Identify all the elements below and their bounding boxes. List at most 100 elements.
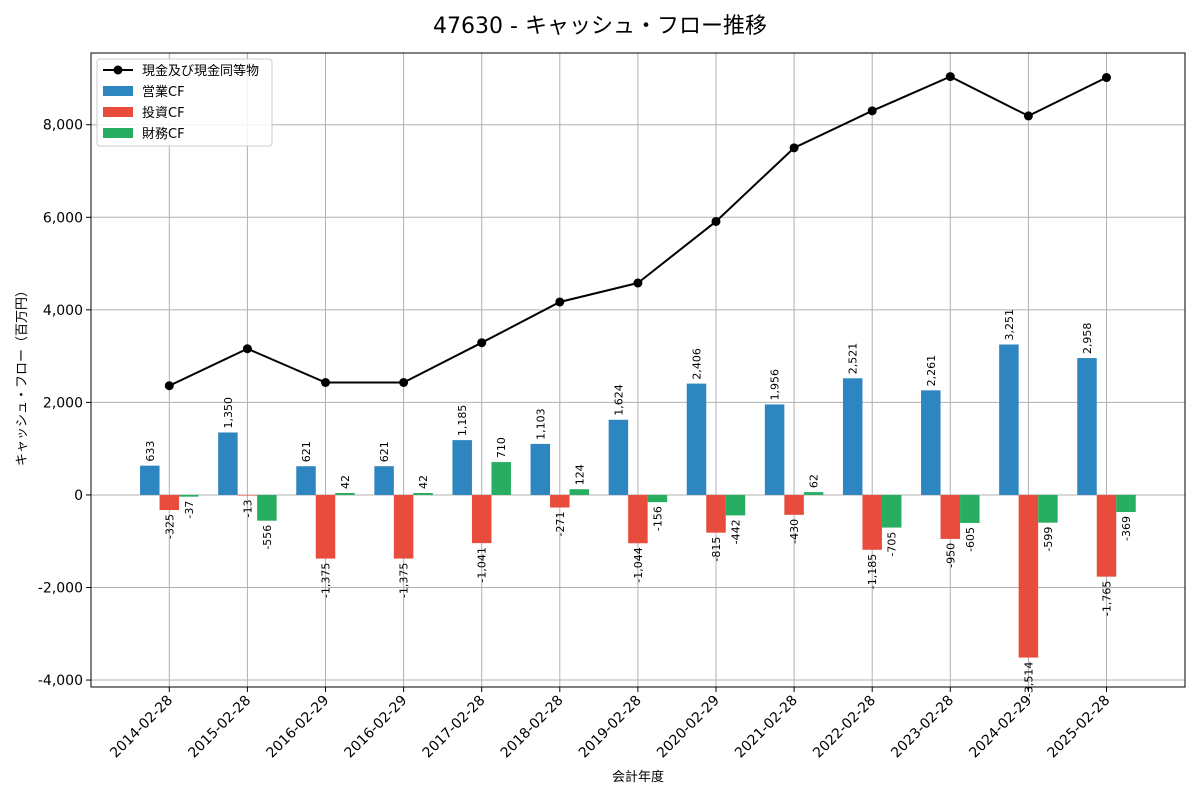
bar-営業CF-1 xyxy=(218,432,238,495)
bar-財務CF-11 xyxy=(1038,494,1058,523)
bar-投資CF-3 xyxy=(393,494,414,559)
data-label: -156 xyxy=(651,506,664,531)
x-tick-label: 2017-02-28 xyxy=(420,693,489,762)
bar-投資CF-9 xyxy=(862,494,882,550)
x-tick-label: 2021-02-28 xyxy=(732,693,801,762)
data-label: -815 xyxy=(710,537,723,562)
bar-営業CF-11 xyxy=(999,344,1019,495)
data-label: 1,103 xyxy=(534,408,547,440)
bar-投資CF-6 xyxy=(628,494,648,544)
chart-title: 47630 - キャッシュ・フロー推移 xyxy=(433,14,767,39)
x-axis-label: 会計年度 xyxy=(612,769,664,785)
bar-財務CF-5 xyxy=(569,489,590,495)
cash-line-point xyxy=(1102,73,1111,83)
bar-財務CF-0 xyxy=(179,494,199,497)
bar-財務CF-1 xyxy=(257,494,277,521)
data-label: 621 xyxy=(378,441,391,462)
data-label: -1,185 xyxy=(866,554,879,589)
bar-営業CF-7 xyxy=(686,383,707,495)
y-axis-ticks: -4,000 -2,000 0 2,000 4,000 6,000 8,000 xyxy=(38,118,91,689)
data-label: 62 xyxy=(808,474,821,488)
bar-財務CF-9 xyxy=(881,494,902,528)
data-label: 2,958 xyxy=(1081,323,1094,355)
y-tick-label: 8,000 xyxy=(43,118,83,134)
x-tick-label: 2014-02-28 xyxy=(107,693,176,762)
bar-投資CF-10 xyxy=(940,494,961,539)
y-tick-label: 6,000 xyxy=(43,210,83,226)
bar-営業CF-0 xyxy=(140,465,160,495)
data-label: 1,185 xyxy=(456,405,469,437)
bar-財務CF-7 xyxy=(725,494,746,516)
data-label: 2,406 xyxy=(691,348,704,380)
cash-line-point xyxy=(789,143,799,153)
bar-財務CF-12 xyxy=(1116,494,1136,513)
bar-財務CF-4 xyxy=(491,462,511,495)
cash-line-point xyxy=(477,338,487,348)
bar-営業CF-9 xyxy=(842,378,863,495)
y-axis-label: キャッシュ・フロー（百万円） xyxy=(15,284,30,466)
data-label: -1,041 xyxy=(476,547,489,582)
x-axis-ticks: 2014-02-28 2015-02-28 2016-02-29 2016-02-29… xyxy=(107,687,1113,761)
data-label: -13 xyxy=(241,500,254,518)
x-tick-label: 2025-02-28 xyxy=(1044,693,1113,762)
data-label: 42 xyxy=(417,475,430,489)
bar-投資CF-2 xyxy=(315,494,336,559)
data-label: -599 xyxy=(1042,527,1055,552)
data-label: 3,251 xyxy=(1003,309,1016,341)
data-label: 2,521 xyxy=(847,343,860,375)
legend-label: 現金及び現金同等物 xyxy=(142,63,259,79)
legend-line-marker xyxy=(113,65,123,75)
data-label: 2,261 xyxy=(925,355,938,387)
x-tick-label: 2023-02-28 xyxy=(888,693,957,762)
bar-財務CF-10 xyxy=(960,494,980,523)
data-label: -1,375 xyxy=(398,563,411,598)
x-tick-label: 2024-02-29 xyxy=(966,693,1035,762)
bar-営業CF-5 xyxy=(530,443,551,495)
legend-bar-swatch xyxy=(103,86,133,96)
legend-label: 営業CF xyxy=(142,84,185,100)
bar-投資CF-7 xyxy=(706,494,726,533)
data-label: -705 xyxy=(886,532,899,557)
bar-営業CF-10 xyxy=(921,390,941,495)
grid xyxy=(91,53,1185,687)
data-label: -430 xyxy=(788,519,801,544)
data-label: 710 xyxy=(495,437,508,458)
data-label: 42 xyxy=(339,475,352,489)
legend-label: 投資CF xyxy=(142,105,185,121)
x-tick-label: 2016-02-29 xyxy=(342,693,411,762)
x-tick-label: 2015-02-28 xyxy=(185,693,254,762)
bar-営業CF-4 xyxy=(452,440,472,495)
bar-投資CF-1 xyxy=(237,494,258,496)
cash-line-point xyxy=(242,344,252,354)
cash-line-point xyxy=(399,377,409,387)
cash-line xyxy=(164,72,1111,391)
bar-営業CF-8 xyxy=(764,404,785,495)
data-label: -605 xyxy=(964,527,977,552)
bar-営業CF-3 xyxy=(374,466,394,495)
cash-line-point xyxy=(867,106,877,116)
data-label: 1,350 xyxy=(222,397,235,429)
cash-line-point xyxy=(633,278,643,288)
bar-営業CF-2 xyxy=(296,466,316,495)
cash-line-point xyxy=(711,216,721,226)
data-label: -1,044 xyxy=(632,547,645,582)
cash-line-point xyxy=(164,381,174,391)
x-tick-label: 2019-02-28 xyxy=(576,693,645,762)
data-label: -37 xyxy=(183,501,196,519)
bar-財務CF-3 xyxy=(413,493,433,495)
data-label: -950 xyxy=(944,543,957,568)
y-tick-label: 0 xyxy=(74,488,83,504)
x-tick-label: 2020-02-29 xyxy=(654,693,723,762)
cash-line-point xyxy=(1023,111,1033,121)
legend-bar-swatch xyxy=(103,107,133,117)
bar-営業CF-6 xyxy=(608,419,629,495)
data-label: 1,956 xyxy=(769,369,782,401)
legend-bar-swatch xyxy=(103,128,133,138)
bar-投資CF-12 xyxy=(1096,494,1117,577)
data-label: -1,765 xyxy=(1101,581,1114,616)
data-label: 124 xyxy=(573,464,586,485)
bar-営業CF-12 xyxy=(1077,358,1097,495)
bar-投資CF-8 xyxy=(784,494,804,515)
